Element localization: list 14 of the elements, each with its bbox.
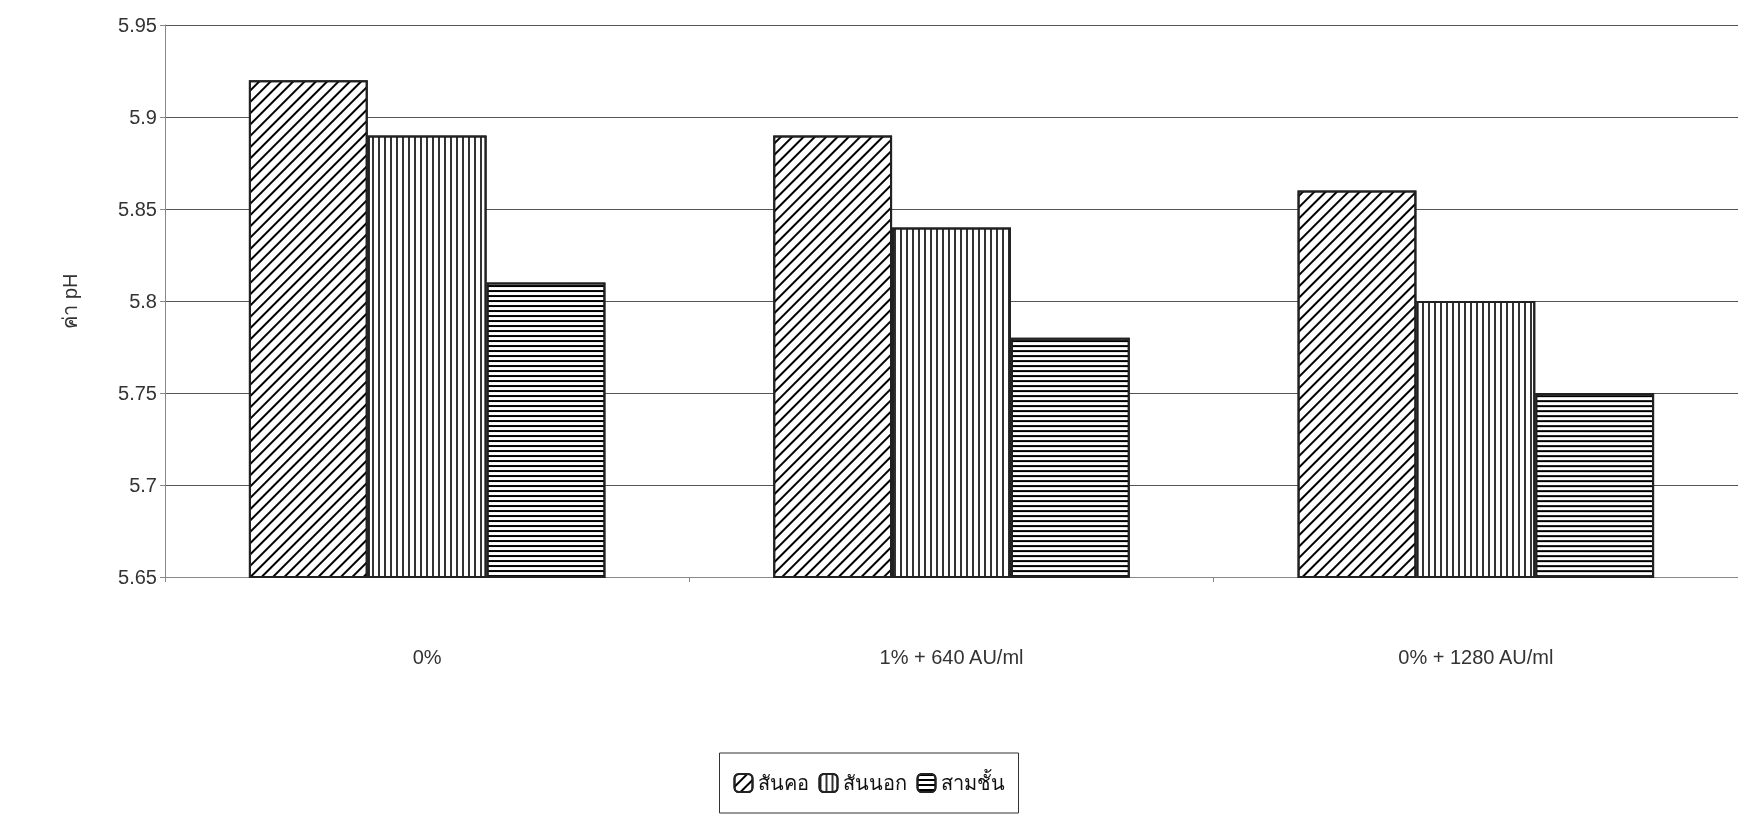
y-tick-label: 5.7 bbox=[129, 474, 157, 496]
legend-label: สันนอก bbox=[842, 772, 907, 794]
legend-label: สามชั้น bbox=[940, 769, 1005, 794]
y-tick-label: 5.8 bbox=[129, 290, 157, 312]
y-tick-label: 5.95 bbox=[118, 14, 157, 36]
legend-label: สันคอ bbox=[757, 772, 809, 794]
x-tick-label: 0% + 1280 AU/ml bbox=[1398, 646, 1554, 668]
y-tick-label: 5.85 bbox=[118, 198, 157, 220]
y-tick-label: 5.75 bbox=[118, 382, 157, 404]
x-tick-label: 1% + 640 AU/ml bbox=[879, 646, 1024, 668]
y-tick-label: 5.9 bbox=[129, 106, 157, 128]
y-axis-title: ค่า pH bbox=[59, 273, 81, 329]
y-tick-label: 5.65 bbox=[118, 566, 157, 588]
x-tick-label: 0% bbox=[412, 646, 442, 668]
